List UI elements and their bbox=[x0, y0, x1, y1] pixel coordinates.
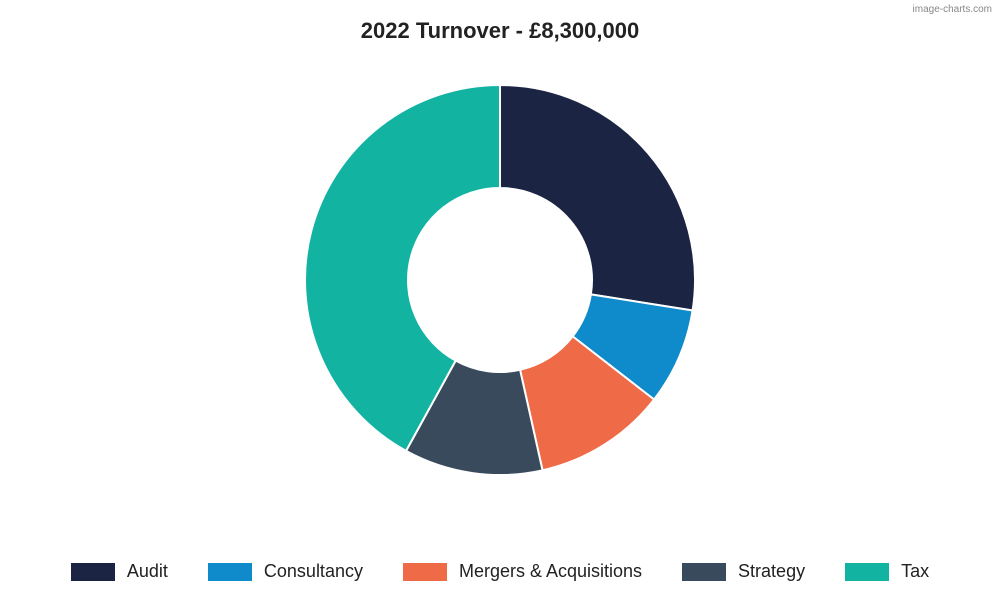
legend-item: Audit bbox=[71, 561, 168, 582]
donut-slice bbox=[500, 85, 695, 311]
watermark: image-charts.com bbox=[913, 4, 992, 15]
legend-swatch bbox=[208, 563, 252, 581]
chart-title: 2022 Turnover - £8,300,000 bbox=[0, 18, 1000, 44]
legend-swatch bbox=[403, 563, 447, 581]
legend-item: Mergers & Acquisitions bbox=[403, 561, 642, 582]
legend-swatch bbox=[682, 563, 726, 581]
legend: Audit Consultancy Mergers & Acquisitions St… bbox=[0, 561, 1000, 582]
legend-label: Tax bbox=[901, 561, 929, 582]
legend-item: Strategy bbox=[682, 561, 805, 582]
legend-item: Consultancy bbox=[208, 561, 363, 582]
legend-label: Audit bbox=[127, 561, 168, 582]
legend-label: Strategy bbox=[738, 561, 805, 582]
legend-label: Consultancy bbox=[264, 561, 363, 582]
donut-chart-wrap bbox=[0, 50, 1000, 510]
legend-item: Tax bbox=[845, 561, 929, 582]
legend-swatch bbox=[71, 563, 115, 581]
chart-container: image-charts.com 2022 Turnover - £8,300,… bbox=[0, 0, 1000, 600]
legend-swatch bbox=[845, 563, 889, 581]
legend-label: Mergers & Acquisitions bbox=[459, 561, 642, 582]
donut-chart bbox=[280, 60, 720, 500]
